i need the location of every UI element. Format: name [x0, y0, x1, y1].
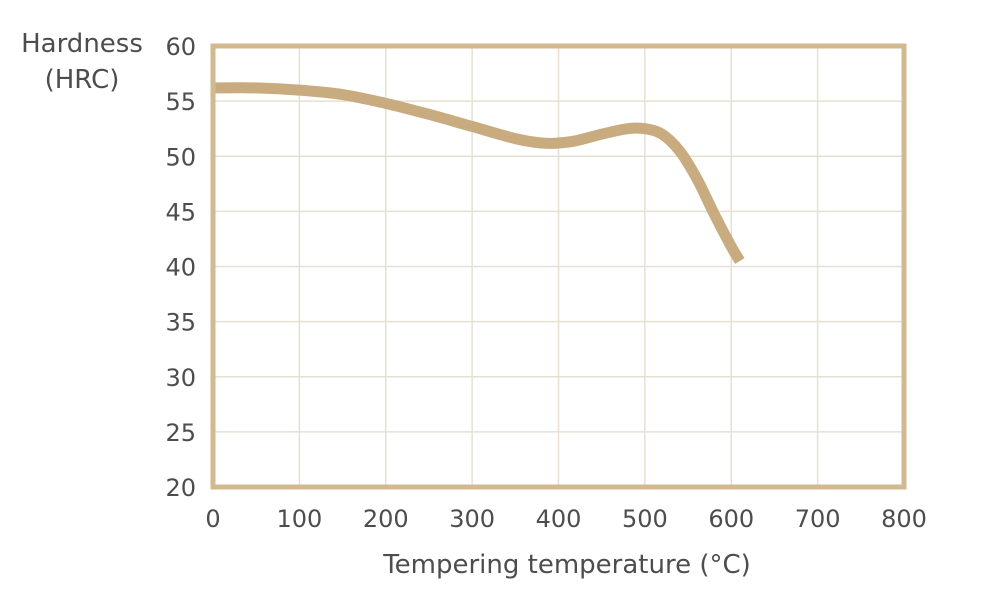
x-tick-label: 600: [708, 505, 754, 533]
plot-frame: [210, 43, 907, 490]
y-tick-label: 25: [165, 419, 196, 447]
y-tick-label: 50: [165, 143, 196, 171]
chart-series-layer: [212, 82, 745, 264]
x-tick-label: 500: [622, 505, 668, 533]
chart-grid: [212, 45, 905, 488]
y-tick-label: 20: [165, 474, 196, 502]
x-tick-label: 700: [795, 505, 841, 533]
x-tick-label: 400: [536, 505, 582, 533]
x-axis-label: Tempering temperature (°C): [382, 550, 751, 580]
y-axis-label-line-2: (HRC): [45, 65, 120, 95]
y-tick-labels: 20 25 30 35 40 45 50 55 60: [165, 33, 196, 502]
x-tick-label: 100: [276, 505, 322, 533]
y-tick-label: 35: [165, 309, 196, 337]
y-tick-label: 60: [165, 33, 196, 61]
x-tick-label: 800: [881, 505, 927, 533]
x-tick-labels: 0 100 200 300 400 500 600 700 800: [205, 505, 927, 533]
y-tick-label: 55: [165, 88, 196, 116]
y-axis-label-line-1: Hardness: [21, 29, 143, 59]
x-tick-label: 300: [449, 505, 495, 533]
y-tick-label: 30: [165, 364, 196, 392]
x-tick-label: 200: [363, 505, 409, 533]
x-tick-label: 0: [205, 505, 220, 533]
y-tick-label: 40: [165, 254, 196, 282]
series-line-hardness: [212, 82, 745, 264]
y-tick-label: 45: [165, 198, 196, 226]
